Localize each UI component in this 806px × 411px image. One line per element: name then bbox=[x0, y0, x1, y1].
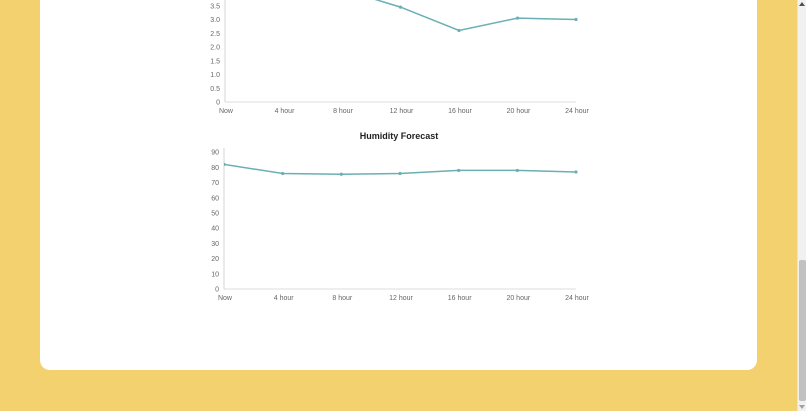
x-tick-label: 8 hour bbox=[333, 108, 354, 115]
humidity-forecast-chart: Humidity Forecast 0 10 20 30 40 50 60 70 80 90 No… bbox=[211, 131, 589, 302]
data-point[interactable] bbox=[457, 168, 461, 173]
y-tick-label: 40 bbox=[211, 226, 219, 233]
y-tick-label: 2.5 bbox=[210, 31, 220, 38]
data-point[interactable] bbox=[281, 171, 285, 176]
y-tick-label: 80 bbox=[211, 165, 219, 172]
forecast-card bbox=[40, 0, 757, 370]
series-points bbox=[222, 162, 578, 176]
page-scrollbar[interactable] bbox=[797, 0, 806, 411]
chart-title: Humidity Forecast bbox=[360, 131, 439, 141]
x-tick-label: 12 hour bbox=[390, 108, 414, 115]
scroll-down-arrow-icon[interactable] bbox=[798, 403, 806, 411]
x-tick-label: 4 hour bbox=[274, 295, 295, 302]
y-tick-label: 20 bbox=[211, 256, 219, 263]
y-tick-label: 70 bbox=[211, 180, 219, 187]
x-tick-labels: Now 4 hour 8 hour 12 hour 16 hour 20 hour 24 h… bbox=[218, 295, 590, 302]
x-tick-label: 8 hour bbox=[332, 295, 353, 302]
series-line bbox=[374, 0, 577, 32]
x-tick-label: 16 hour bbox=[448, 108, 472, 115]
data-point[interactable] bbox=[574, 17, 578, 22]
y-tick-label: 0 bbox=[216, 100, 220, 107]
data-point[interactable] bbox=[222, 162, 226, 166]
y-tick-label: 30 bbox=[211, 241, 219, 248]
y-tick-label: 3.5 bbox=[210, 3, 220, 10]
x-tick-label: 20 hour bbox=[506, 295, 530, 302]
y-tick-label: 0.5 bbox=[210, 86, 220, 93]
y-tick-labels: 0 10 20 30 40 50 60 70 80 90 bbox=[211, 150, 219, 294]
x-tick-label: 24 hour bbox=[565, 108, 589, 115]
y-tick-label: 3.0 bbox=[210, 17, 220, 24]
x-tick-label: Now bbox=[219, 108, 234, 115]
x-tick-label: 24 hour bbox=[565, 295, 589, 302]
data-point[interactable] bbox=[398, 171, 402, 176]
data-point[interactable] bbox=[515, 16, 520, 20]
y-tick-label: 1.5 bbox=[210, 58, 220, 65]
y-tick-label: 60 bbox=[211, 195, 219, 202]
data-point[interactable] bbox=[515, 168, 519, 173]
x-tick-labels: Now 4 hour 8 hour 12 hour 16 hour 20 hour 24 h… bbox=[219, 108, 590, 115]
x-tick-label: 16 hour bbox=[448, 295, 472, 302]
scroll-up-arrow-icon[interactable] bbox=[798, 0, 806, 8]
data-point[interactable] bbox=[574, 170, 578, 174]
y-tick-label: 1.0 bbox=[210, 72, 220, 79]
x-tick-label: 20 hour bbox=[507, 108, 531, 115]
y-tick-label: 50 bbox=[211, 211, 219, 218]
x-tick-label: Now bbox=[218, 295, 233, 302]
data-point[interactable] bbox=[339, 172, 343, 176]
y-tick-label: 0 bbox=[215, 287, 219, 294]
data-point[interactable] bbox=[398, 5, 403, 9]
y-tick-labels: 0 0.5 1.0 1.5 2.0 2.5 3.0 3.5 bbox=[210, 3, 220, 106]
y-tick-label: 10 bbox=[211, 271, 219, 278]
series-points bbox=[398, 5, 578, 33]
y-tick-label: 90 bbox=[211, 150, 219, 157]
x-tick-label: 4 hour bbox=[275, 108, 296, 115]
data-point[interactable] bbox=[457, 28, 461, 33]
y-tick-label: 2.0 bbox=[210, 45, 220, 52]
x-tick-label: 12 hour bbox=[389, 295, 413, 302]
first-forecast-chart: 0 0.5 1.0 1.5 2.0 2.5 3.0 3.5 Now 4 hour 8 hour 12… bbox=[210, 0, 590, 115]
scroll-thumb[interactable] bbox=[799, 260, 806, 401]
